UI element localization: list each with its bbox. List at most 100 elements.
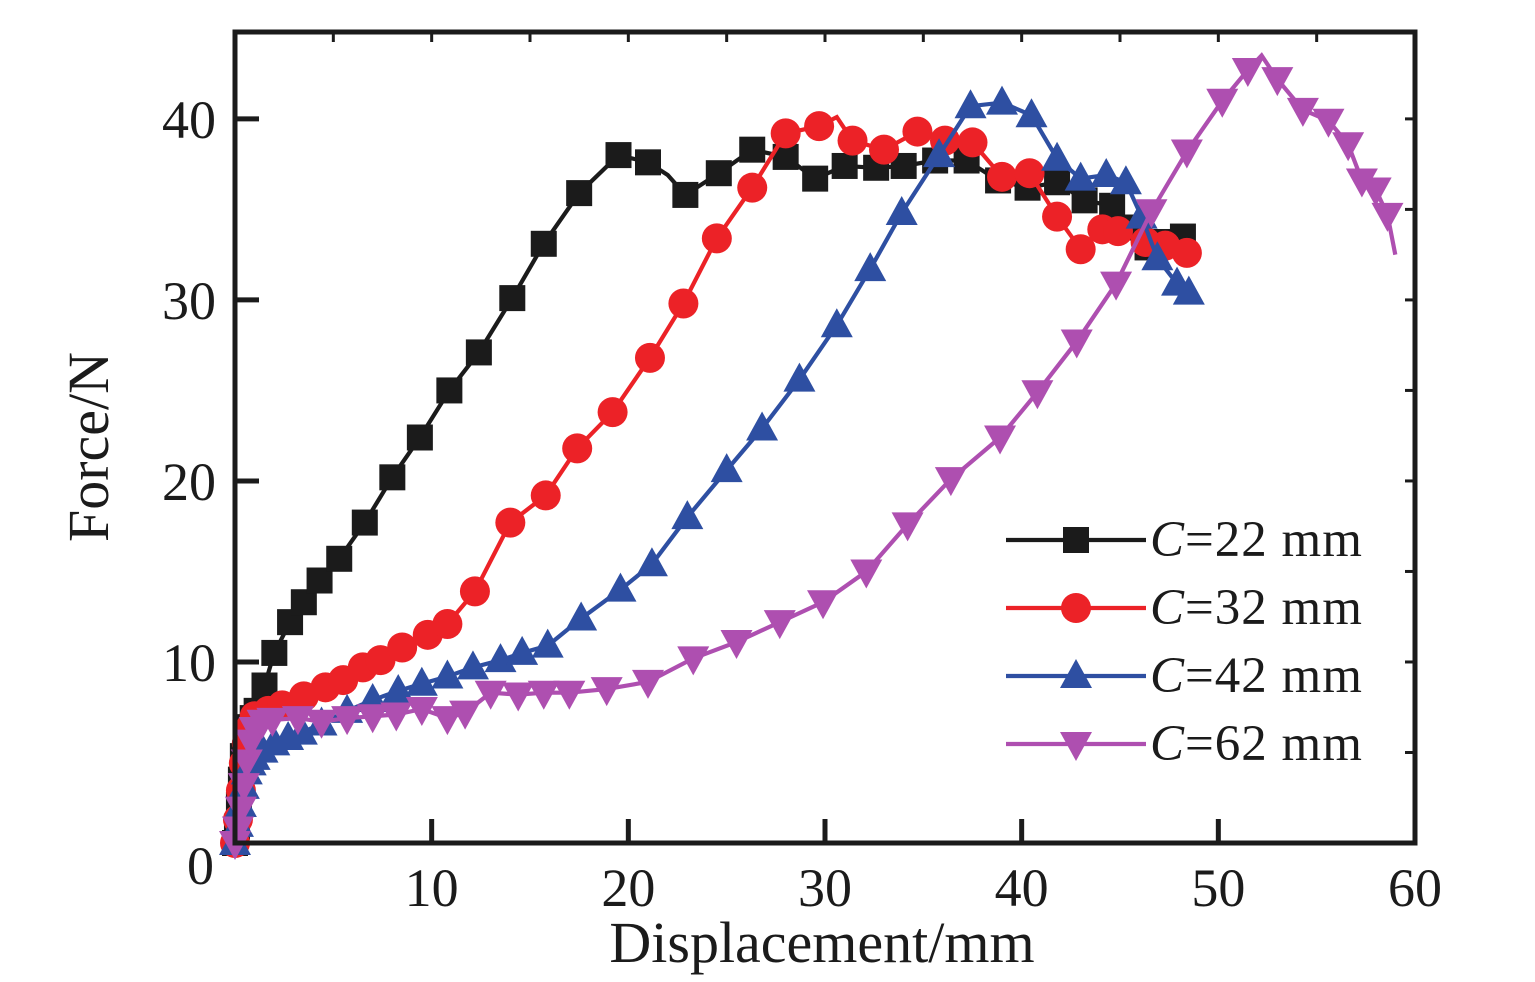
data-point-marker [306,567,333,594]
y-axis-tick-label: 10 [162,633,216,693]
legend-item-c42: C=42 mm [1002,642,1363,710]
legend-swatch-c62 [1006,732,1146,761]
data-point-marker [869,134,899,165]
y-axis-tick-label: 40 [162,90,216,150]
legend-label-prefix: C [1150,716,1186,772]
data-point-marker [1041,141,1074,171]
data-point-marker [1141,241,1174,271]
data-point-marker [590,677,623,707]
data-point-marker [456,650,489,680]
data-point-marker [1060,329,1093,359]
data-point-marker [305,709,338,739]
legend-item-c32: C=32 mm [1002,574,1363,642]
data-point-marker [499,285,526,312]
data-point-marker [677,646,710,676]
data-point-marker [850,559,883,589]
legend-label-c22: C=22 mm [1150,511,1363,569]
legend-label-prefix: C [1150,648,1186,704]
y-axis-tick-label: 20 [162,452,216,512]
legend-item-c62: C=62 mm [1002,710,1363,778]
data-point-marker [635,547,668,577]
legend-swatch-c32 [1006,593,1146,623]
data-point-marker [1103,216,1134,247]
data-point-marker [763,610,796,640]
data-point-marker [566,180,593,207]
data-point-marker [285,715,318,745]
x-axis-tick-label: 50 [1191,858,1245,918]
data-point-marker [902,116,933,147]
data-point-marker [1332,132,1365,162]
data-point-marker [474,680,507,710]
data-point-marker [1071,187,1098,214]
data-point-marker [1371,202,1404,232]
data-point-marker [783,362,816,392]
data-point-marker [405,666,438,696]
square-marker-icon [1063,527,1089,553]
legend-label-c32: C=32 mm [1150,579,1363,637]
legend-label-rest: =42 mm [1185,648,1363,704]
data-point-marker [431,706,464,736]
data-point-marker [406,424,433,451]
data-point-marker [710,453,743,483]
data-point-marker [1171,237,1202,268]
data-point-marker [495,507,526,538]
data-point-marker [530,480,561,511]
data-point-marker [737,172,768,203]
data-point-marker [1345,168,1378,198]
data-point-marker [770,118,801,149]
data-point-marker [261,639,288,666]
series-c62mm [219,52,1404,860]
data-point-marker [720,630,753,660]
data-point-marker [1015,98,1048,128]
data-point-marker [635,149,661,176]
data-point-marker [802,165,829,192]
y-axis-title: Force/N [56,352,121,542]
data-point-marker [837,125,868,156]
legend-label-rest: =22 mm [1185,512,1363,568]
data-point-marker [705,160,732,187]
data-point-marker [831,152,858,179]
data-point-marker [553,680,586,710]
legend-label-rest: =32 mm [1185,580,1363,636]
data-point-marker [230,749,263,779]
legend-swatch-c42 [1006,659,1146,688]
data-point-marker [1109,165,1142,195]
data-point-marker [1065,234,1096,265]
data-point-marker [527,680,560,710]
data-point-marker [1261,67,1294,97]
data-point-marker [1231,58,1264,88]
data-point-marker [365,645,396,676]
x-axis-tick-label: 40 [995,858,1049,918]
data-point-marker [891,512,924,542]
data-point-marker [1172,275,1205,305]
data-point-marker [885,196,918,226]
data-point-marker [1021,380,1054,410]
data-point-marker [1044,169,1071,196]
x-axis-tick-label: 20 [601,858,655,918]
legend-label-prefix: C [1150,512,1186,568]
data-point-marker [923,138,956,168]
legend-label-c42: C=42 mm [1150,647,1363,705]
data-point-marker [356,704,389,734]
data-point-marker [597,397,628,428]
data-point-marker [604,572,637,602]
legend-label-c62: C=62 mm [1150,715,1363,773]
data-point-marker [854,252,887,282]
triangle-up-marker-icon [1060,659,1092,688]
origin-tick-label: 0 [187,836,214,896]
data-point-marker [605,142,632,169]
data-point-marker [459,576,490,607]
data-point-marker [1135,199,1168,229]
data-point-marker [405,697,438,727]
legend-label-prefix: C [1150,580,1186,636]
data-point-marker [506,635,539,665]
x-axis-title: Displacement/mm [609,910,1034,975]
legend-swatch-c22 [1006,527,1146,553]
data-point-marker [432,608,463,639]
data-point-marker [326,545,353,572]
data-point-marker [380,702,413,732]
data-point-marker [281,706,314,736]
data-point-marker [632,669,664,699]
data-point-marker [671,500,704,530]
data-point-marker [1359,177,1392,207]
